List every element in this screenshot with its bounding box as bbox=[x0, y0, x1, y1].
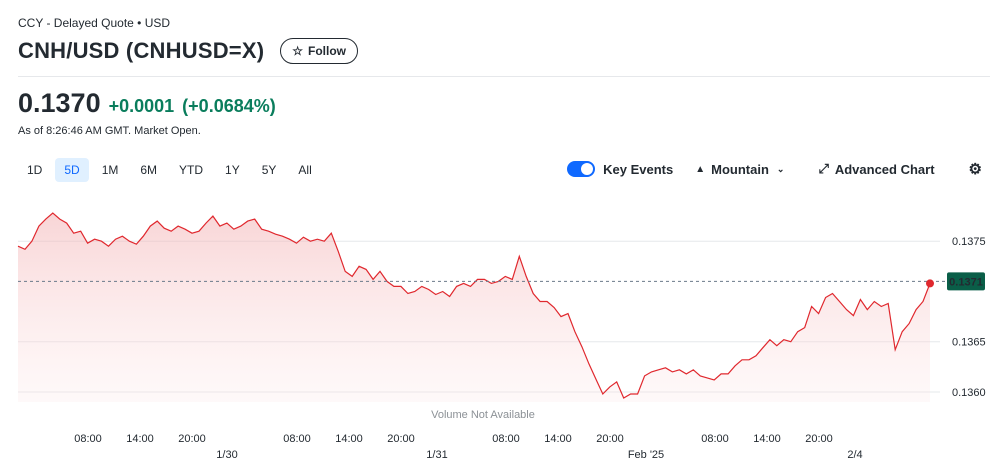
previous-close-tag: 0.1371 bbox=[947, 272, 985, 291]
breadcrumb: CCY - Delayed Quote • USD bbox=[18, 16, 171, 30]
quote-timestamp: As of 8:26:46 AM GMT. Market Open. bbox=[18, 125, 201, 137]
quote-price: 0.1370 bbox=[18, 88, 101, 118]
chart-toolbar: Key Events ▲ Mountain ⌄ ⤢ Advanced Chart… bbox=[567, 160, 982, 178]
x-tick-time-label: 14:00 bbox=[544, 433, 572, 445]
range-tab-5y[interactable]: 5Y bbox=[261, 163, 277, 177]
x-tick-day-label: 2/4 bbox=[847, 449, 862, 461]
x-tick-time-label: 08:00 bbox=[74, 433, 102, 445]
x-tick-day-label: Feb '25 bbox=[628, 449, 664, 461]
toggle-knob bbox=[581, 163, 594, 175]
x-tick-day-label: 1/30 bbox=[216, 449, 237, 461]
chevron-down-icon: ⌄ bbox=[776, 163, 785, 174]
key-events-label: Key Events bbox=[603, 161, 674, 177]
volume-note: Volume Not Available bbox=[431, 409, 535, 421]
previous-close-label: 0.1371 bbox=[949, 276, 983, 288]
range-tab-1d[interactable]: 1D bbox=[27, 163, 43, 177]
price-row: 0.1370 +0.0001 (+0.0684%) bbox=[18, 88, 276, 119]
x-tick-time-label: 20:00 bbox=[178, 433, 206, 445]
follow-label: Follow bbox=[308, 44, 346, 58]
page-title: CNH/USD (CNHUSD=X) bbox=[18, 38, 265, 63]
price-area bbox=[18, 213, 930, 402]
advanced-chart-label: Advanced Chart bbox=[834, 161, 935, 177]
y-tick-label: 0.1360 bbox=[952, 387, 986, 399]
price-line bbox=[17, 212, 931, 399]
x-tick-time-label: 20:00 bbox=[805, 433, 833, 445]
previous-close-tag-box bbox=[947, 272, 985, 291]
range-tab-1y[interactable]: 1Y bbox=[225, 163, 240, 177]
title-row: CNH/USD (CNHUSD=X) ☆ Follow bbox=[18, 38, 358, 64]
chart-type-label: Mountain bbox=[711, 161, 769, 177]
range-tab-1m[interactable]: 1M bbox=[101, 163, 119, 177]
range-tab-6m[interactable]: 6M bbox=[140, 163, 158, 177]
x-tick-time-label: 14:00 bbox=[753, 433, 781, 445]
expand-icon: ⤢ bbox=[818, 161, 829, 176]
y-tick-label: 0.1365 bbox=[952, 337, 986, 349]
toggle-switch[interactable] bbox=[567, 161, 596, 177]
range-tab-all[interactable]: All bbox=[298, 163, 312, 177]
x-axis: 08:00 14:00 20:00 08:00 14:00 20:00 08:00 14:00… bbox=[74, 433, 862, 461]
follow-button[interactable]: ☆ Follow bbox=[280, 38, 358, 64]
quote-change-percent: (+0.0684%) bbox=[182, 96, 276, 116]
x-tick-time-label: 08:00 bbox=[492, 433, 520, 445]
x-tick-time-label: 20:00 bbox=[596, 433, 624, 445]
range-tab-ytd[interactable]: YTD bbox=[179, 163, 204, 177]
y-axis: 0.1375 0.1365 0.1360 bbox=[952, 236, 986, 399]
x-tick-day-label: 1/31 bbox=[426, 449, 447, 461]
star-icon: ☆ bbox=[292, 44, 303, 58]
last-price-dot bbox=[926, 279, 934, 288]
x-tick-time-label: 08:00 bbox=[283, 433, 311, 445]
x-tick-time-label: 20:00 bbox=[387, 433, 415, 445]
x-tick-time-label: 14:00 bbox=[126, 433, 154, 445]
chart-type-dropdown[interactable]: ▲ Mountain ⌄ bbox=[695, 162, 784, 177]
quote-change: +0.0001 bbox=[108, 96, 175, 116]
advanced-chart-button[interactable]: ⤢ Advanced Chart bbox=[818, 161, 934, 177]
gear-icon[interactable]: ⚙ bbox=[968, 161, 982, 178]
price-chart[interactable]: 0.1375 0.1365 0.1360 0.1371 Volume Not Ava… bbox=[0, 190, 1000, 469]
range-tabs: 1D 5D 1M 6M YTD 1Y 5Y All bbox=[18, 158, 321, 182]
range-tab-5d[interactable]: 5D bbox=[55, 158, 89, 182]
key-events-toggle[interactable]: Key Events bbox=[567, 161, 673, 177]
x-tick-time-label: 14:00 bbox=[335, 433, 363, 445]
header-divider bbox=[18, 76, 990, 77]
y-tick-label: 0.1375 bbox=[952, 236, 986, 248]
mountain-icon: ▲ bbox=[695, 163, 706, 175]
x-tick-time-label: 08:00 bbox=[701, 433, 729, 445]
